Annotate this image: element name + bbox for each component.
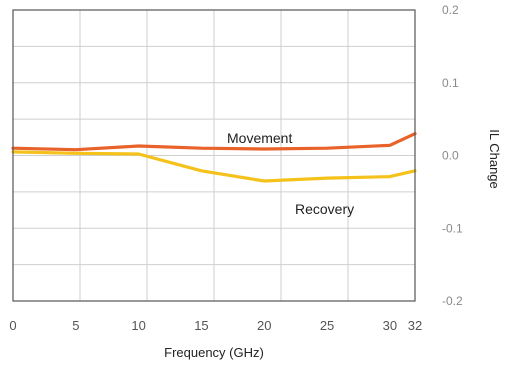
y-tick-label: 0.2 xyxy=(442,3,459,17)
y-tick-label: 0.0 xyxy=(442,149,459,163)
series-label-recovery: Recovery xyxy=(295,201,354,217)
x-axis-title: Frequency (GHz) xyxy=(164,345,264,360)
series-label-movement: Movement xyxy=(227,130,292,146)
series-line-movement xyxy=(11,132,417,152)
x-tick-label: 10 xyxy=(131,318,145,333)
x-tick-labels: 0 5 10 15 20 25 30 32 xyxy=(9,318,422,333)
series-line-recovery xyxy=(11,150,417,183)
y-tick-label: -0.2 xyxy=(442,294,463,308)
y-tick-label: 0.1 xyxy=(442,76,459,90)
x-tick-label: 20 xyxy=(257,318,271,333)
x-tick-label: 15 xyxy=(194,318,208,333)
y-tick-label: -0.1 xyxy=(442,221,463,235)
y-axis-title: IL Change xyxy=(487,129,502,189)
x-tick-label: 25 xyxy=(320,318,334,333)
series-lines xyxy=(11,132,417,183)
x-tick-label: 32 xyxy=(408,318,422,333)
plot-frame xyxy=(12,9,416,302)
x-tick-label: 30 xyxy=(383,318,397,333)
y-tick-labels: 0.2 0.1 0.0 -0.1 -0.2 xyxy=(442,3,463,308)
x-tick-label: 5 xyxy=(72,318,79,333)
x-tick-label: 0 xyxy=(9,318,16,333)
